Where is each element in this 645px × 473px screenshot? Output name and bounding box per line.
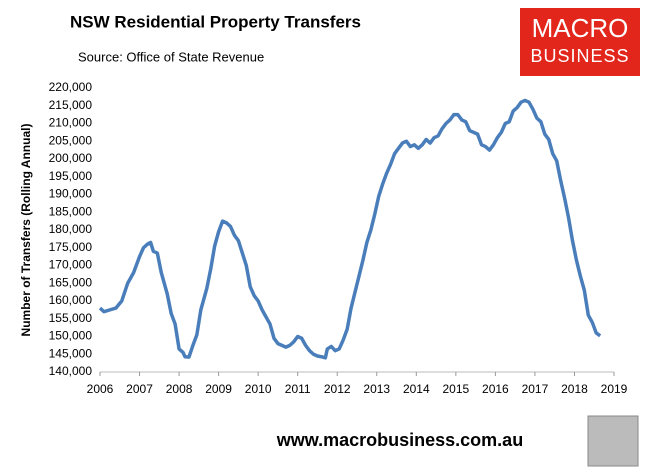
x-tick-label: 2014 — [403, 382, 430, 396]
y-tick-label: 210,000 — [49, 116, 93, 130]
y-tick-label: 175,000 — [49, 240, 93, 254]
y-tick-label: 185,000 — [49, 204, 93, 218]
y-tick-label: 170,000 — [49, 258, 93, 272]
x-tick-label: 2016 — [482, 382, 509, 396]
x-tick-label: 2015 — [442, 382, 469, 396]
y-tick-label: 165,000 — [49, 275, 93, 289]
y-tick-label: 220,000 — [49, 80, 93, 94]
x-tick-label: 2006 — [87, 382, 114, 396]
y-tick-label: 140,000 — [49, 364, 93, 378]
y-tick-label: 145,000 — [49, 346, 93, 360]
y-tick-label: 205,000 — [49, 133, 93, 147]
y-tick-label: 195,000 — [49, 169, 93, 183]
y-tick-label: 150,000 — [49, 329, 93, 343]
x-tick-label: 2012 — [324, 382, 351, 396]
x-tick-label: 2007 — [126, 382, 153, 396]
y-tick-label: 190,000 — [49, 187, 93, 201]
y-tick-label: 155,000 — [49, 311, 93, 325]
y-tick-label: 180,000 — [49, 222, 93, 236]
x-tick-label: 2019 — [601, 382, 628, 396]
y-tick-label: 200,000 — [49, 151, 93, 165]
line — [98, 98, 602, 360]
y-tick-label: 215,000 — [49, 98, 93, 112]
x-tick-label: 2008 — [166, 382, 193, 396]
x-tick-label: 2009 — [205, 382, 232, 396]
x-tick-label: 2018 — [561, 382, 588, 396]
wolf-logo — [587, 415, 639, 467]
x-tick-label: 2011 — [285, 382, 311, 396]
chart-title: NSW Residential Property Transfers — [70, 12, 361, 31]
x-tick-label: 2013 — [363, 382, 390, 396]
x-tick-label: 2017 — [522, 382, 549, 396]
logo-box — [520, 8, 640, 76]
x-tick-label: 2010 — [245, 382, 272, 396]
y-axis-label: Number of Transfers (Rolling Annual) — [19, 124, 33, 337]
y-tick-label: 160,000 — [49, 293, 93, 307]
logo-text: BUSINESS — [530, 46, 629, 66]
footer: www.macrobusiness.com.au — [276, 430, 523, 450]
logo-text: MACRO — [532, 13, 629, 43]
chart-subtitle: Source: Office of State Revenue — [78, 49, 264, 64]
